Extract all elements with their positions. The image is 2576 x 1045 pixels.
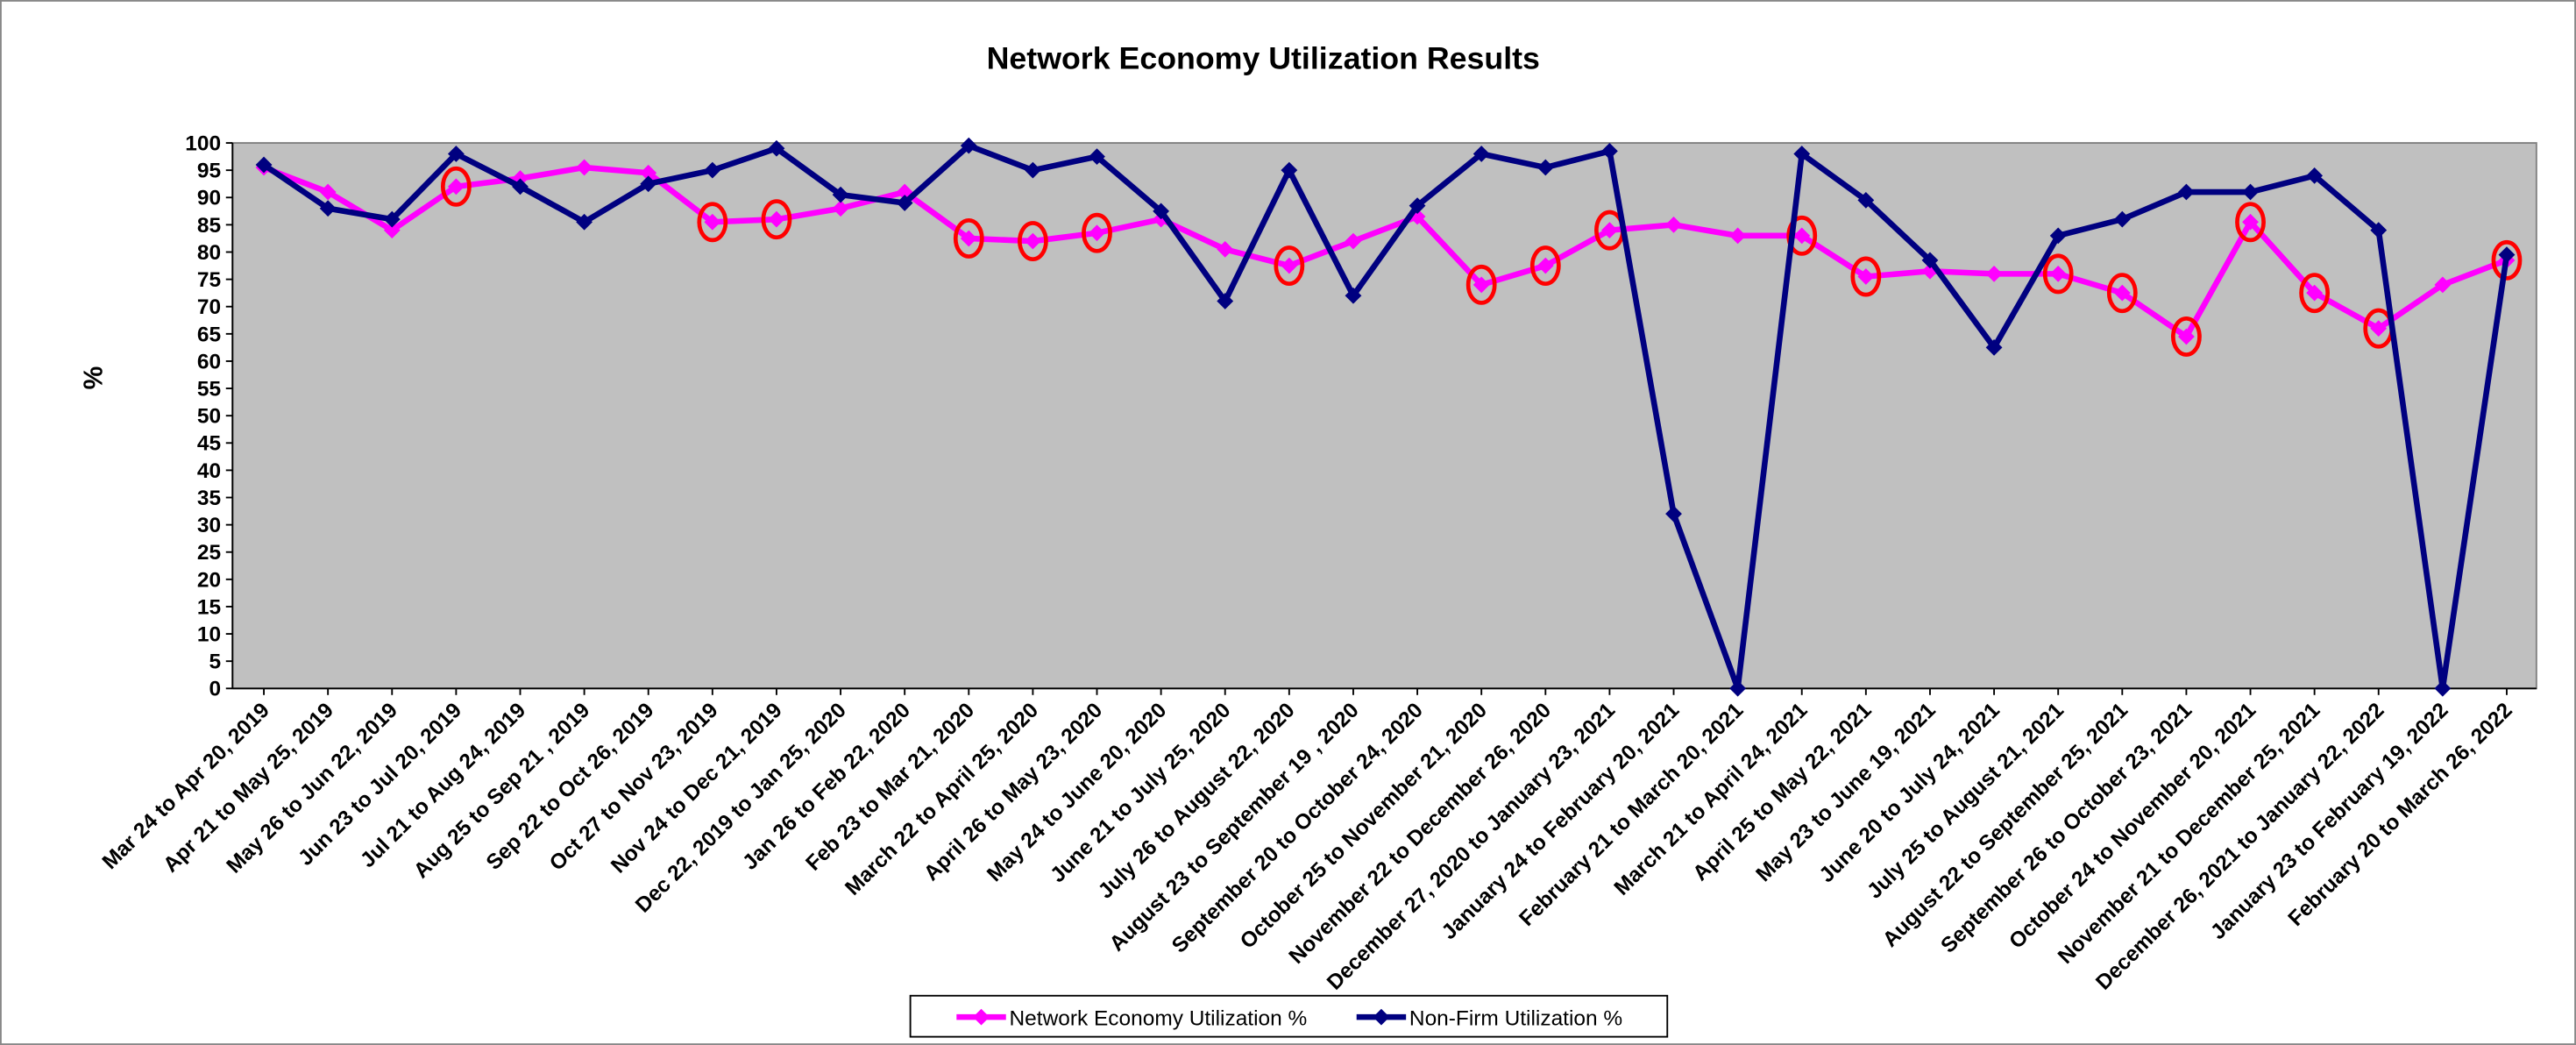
y-tick-label: 90 [197,187,221,210]
y-tick-label: 60 [197,350,221,373]
highlight-circle [761,199,792,240]
data-point [1921,252,1939,269]
y-tick-label: 65 [197,323,221,346]
highlight-circle [953,217,984,259]
data-point [1089,224,1105,242]
data-point [1857,192,1875,209]
data-point [512,178,529,195]
data-point [2306,284,2324,302]
y-tick-label: 40 [197,459,221,483]
highlight-circle [440,166,472,207]
data-point [1665,505,1682,522]
series-line [262,142,2510,692]
y-tick-label: 10 [197,623,221,647]
y-tick-label: 85 [197,214,221,238]
data-point [2370,320,2388,337]
y-tick-label: 45 [197,432,221,456]
y-axis-label: % [80,366,109,390]
y-tick-label: 0 [209,678,222,701]
y-tick-label: 35 [197,487,221,510]
y-tick-label: 5 [209,650,222,674]
data-point [2306,167,2324,184]
highlight-circle [1465,264,1497,305]
legend-label: Non-Firm Utilization % [1409,1007,1622,1031]
highlight-circle [2235,202,2266,243]
data-point [832,186,849,203]
data-point [960,230,977,247]
y-tick-label: 95 [197,160,221,183]
highlight-circle [1274,245,1305,287]
plot-area [231,142,2537,690]
data-point [1857,268,1875,285]
data-point [1473,276,1490,294]
highlight-circle [1529,245,1561,287]
y-tick-label: 20 [197,568,221,592]
data-point [1473,146,1490,162]
highlight-circle [1850,256,1882,297]
y-tick-label: 70 [197,295,221,319]
y-tick-label: 75 [197,268,221,292]
data-point [1600,222,1618,238]
y-tick-label: 30 [197,514,221,537]
data-point [2178,328,2195,345]
data-point [1729,227,1747,245]
highlight-circle [697,202,728,243]
data-point [896,195,913,211]
y-tick-label: 25 [197,541,221,565]
highlight-circle [2106,273,2138,314]
data-point [2434,276,2452,294]
highlight-circle [2171,316,2202,357]
data-point [1345,287,1362,304]
data-point [704,213,721,231]
data-point [768,139,785,157]
legend-label: Network Economy Utilization % [1010,1007,1308,1031]
highlight-circle [1786,215,1818,256]
data-point [447,146,465,162]
data-point [576,159,593,176]
y-tick-label: 100 [185,132,221,156]
data-point [768,210,785,228]
data-point [2434,679,2452,697]
data-point [1793,227,1811,245]
data-point [1729,679,1747,697]
chart-title: Network Economy Utilization Results [987,41,1540,76]
legend-marker [1373,1008,1390,1026]
highlight-circle [2299,273,2331,314]
data-point [1345,232,1362,250]
data-point [576,213,593,231]
highlight-circle [1017,221,1048,262]
legend: Network Economy Utilization % Non-Firm Ut… [909,994,1669,1038]
data-point [1793,146,1811,162]
y-tick-label: 50 [197,405,221,429]
data-point [1985,266,2003,282]
highlight-circle [1082,212,1112,253]
data-point [447,178,465,195]
y-tick-label: 15 [197,595,221,619]
data-point [1024,232,1041,250]
legend-box [909,994,1669,1038]
data-point [1536,159,1554,176]
highlight-circle [2042,253,2074,295]
data-point [2370,222,2388,238]
highlight-circle [2491,239,2523,281]
data-point [1665,217,1682,233]
y-tick-label: 80 [197,241,221,265]
data-point [1985,339,2003,356]
y-tick-label: 55 [197,378,221,402]
